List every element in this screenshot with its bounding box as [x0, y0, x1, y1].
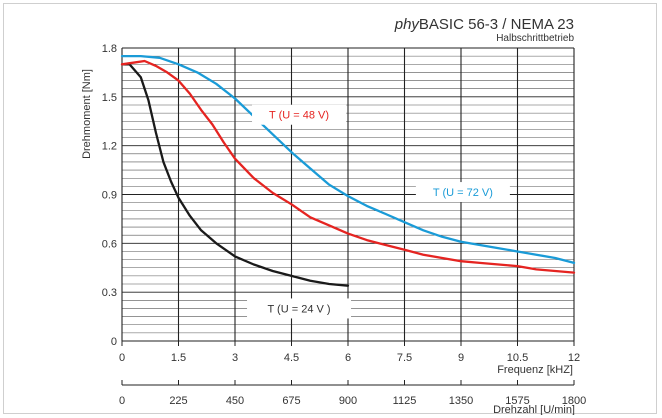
x-tick-label: 6	[345, 352, 351, 364]
series-label-24v: T (U = 24 V )	[267, 303, 330, 315]
y-tick-label: 0.9	[102, 190, 117, 202]
x2-tick-label: 1575	[505, 395, 529, 407]
y-tick-label: 1.2	[102, 141, 117, 153]
series-label-background	[252, 104, 347, 125]
x-tick-label: 0	[119, 352, 125, 364]
y-axis-label: Drehmoment [Nm]	[81, 69, 93, 159]
series-label-72v: T (U = 72 V)	[433, 187, 493, 199]
x-tick-label: 1.5	[171, 352, 186, 364]
x-tick-label: 4.5	[284, 352, 299, 364]
series-lines	[120, 54, 576, 287]
series-label-48v: T (U = 48 V)	[269, 110, 329, 122]
y-tick-label: 0.3	[102, 287, 117, 299]
x-tick-labels: 0 1.5 3 4.5 6 7.5 9 10.5 12	[119, 352, 580, 364]
x-tick-label: 3	[232, 352, 238, 364]
x2-tick-label: 450	[226, 395, 244, 407]
y-tick-label: 0	[111, 336, 117, 348]
chart-title: phyBASIC 56-3 / NEMA 23	[394, 16, 574, 33]
chart-subtitle: Halbschrittbetrieb	[496, 33, 574, 44]
x2-tick-label: 1125	[393, 395, 417, 407]
chart-title-prefix: phy	[394, 16, 421, 33]
torque-48v-line	[120, 59, 576, 274]
x2-axis-label: Drehzahl [U/min]	[493, 404, 575, 415]
x2-tick-label: 900	[339, 395, 357, 407]
x-axis-label: Frequenz [kHZ]	[497, 364, 573, 376]
secondary-x-axis: 0 225 450 675 900 1125 1350 1575 1800	[119, 380, 586, 407]
series-labels: T (U = 24 V ) T (U = 48 V) T (U = 72 V)	[247, 104, 510, 319]
torque-72v-line	[120, 54, 576, 265]
torque-chart: phyBASIC 56-3 / NEMA 23 Halbschrittbetri…	[81, 16, 586, 415]
y-tick-labels: 0 0.3 0.6 0.9 1.2 1.5 1.8	[102, 43, 117, 348]
chart-title-main: BASIC 56-3 / NEMA 23	[419, 16, 574, 33]
x2-tick-label: 1350	[449, 395, 473, 407]
axes	[121, 48, 575, 346]
torque-24v-line	[120, 63, 350, 287]
x-tick-label: 7.5	[397, 352, 412, 364]
x-tick-label: 9	[458, 352, 464, 364]
y-tick-label: 1.5	[102, 92, 117, 104]
x2-tick-label: 0	[119, 395, 125, 407]
x-tick-label: 10.5	[507, 352, 528, 364]
series-label-background	[415, 182, 510, 203]
y-tick-label: 0.6	[102, 238, 117, 250]
x2-tick-label: 675	[282, 395, 300, 407]
x-tick-label: 12	[568, 352, 580, 364]
series-label-background	[247, 298, 352, 319]
y-tick-label: 1.8	[102, 43, 117, 55]
chart-frame: phyBASIC 56-3 / NEMA 23 Halbschrittbetri…	[3, 3, 657, 415]
x2-tick-label: 1800	[562, 395, 586, 407]
x2-tick-label: 225	[169, 395, 187, 407]
